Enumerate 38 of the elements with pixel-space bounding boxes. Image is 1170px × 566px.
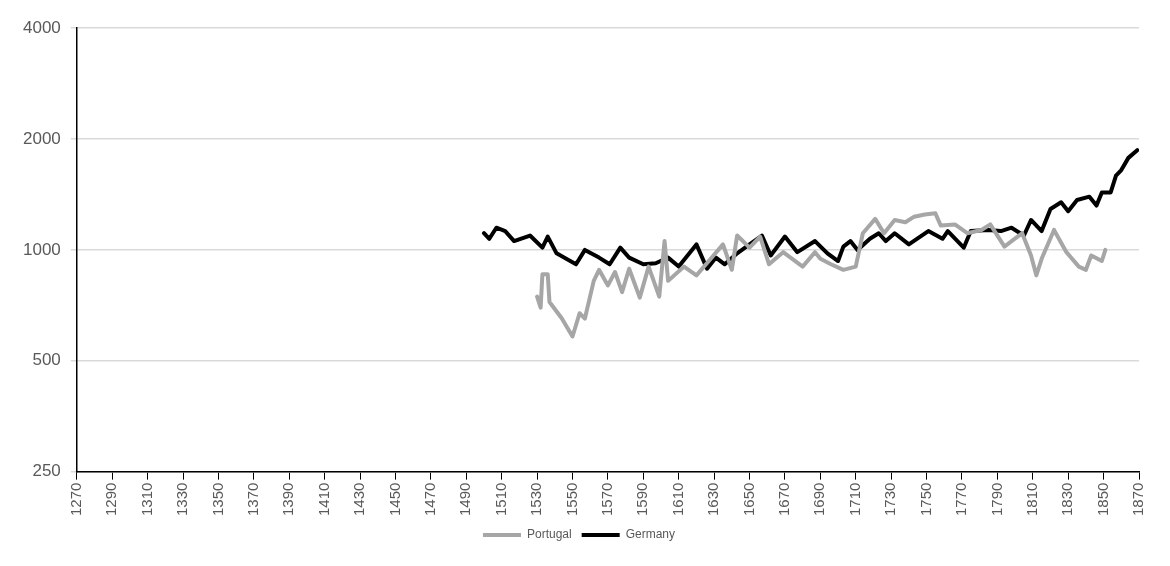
x-tick-label: 1530 xyxy=(527,482,545,517)
legend-label: Germany xyxy=(625,527,676,542)
y-tick-label: 250 xyxy=(32,461,61,481)
x-tick-label: 1670 xyxy=(775,482,793,517)
x-tick-label: 1730 xyxy=(881,482,899,517)
y-tick-label: 4000 xyxy=(22,17,61,37)
x-tick-label: 1870 xyxy=(1129,482,1147,517)
x-tick-label: 1850 xyxy=(1093,482,1111,517)
x-tick-label: 1790 xyxy=(987,482,1005,517)
x-tick-label: 1690 xyxy=(810,482,828,517)
x-tick-label: 1630 xyxy=(704,482,722,517)
x-tick-label: 1830 xyxy=(1058,482,1076,517)
x-tick-label: 1510 xyxy=(491,482,509,517)
x-tick-label: 1450 xyxy=(385,482,403,517)
x-tick-label: 1650 xyxy=(739,482,757,517)
x-tick-label: 1330 xyxy=(173,482,191,517)
x-tick-label: 1270 xyxy=(66,482,84,517)
y-tick-label: 1000 xyxy=(22,239,61,259)
x-tick-label: 1810 xyxy=(1022,482,1040,517)
x-tick-label: 1390 xyxy=(279,482,297,517)
x-tick-label: 1470 xyxy=(421,482,439,517)
y-tick-label: 2000 xyxy=(22,128,61,148)
x-tick-label: 1310 xyxy=(137,482,155,517)
x-tick-label: 1350 xyxy=(208,482,226,517)
x-tick-label: 1770 xyxy=(952,482,970,517)
x-tick-label: 1490 xyxy=(456,482,474,517)
x-tick-label: 1290 xyxy=(102,482,120,517)
x-tick-label: 1710 xyxy=(845,482,863,517)
x-tick-label: 1590 xyxy=(633,482,651,517)
x-tick-label: 1570 xyxy=(598,482,616,517)
x-tick-label: 1430 xyxy=(350,482,368,517)
x-tick-label: 1550 xyxy=(562,482,580,517)
x-tick-label: 1370 xyxy=(243,482,261,517)
legend-label: Portugal xyxy=(526,527,572,542)
x-tick-label: 1610 xyxy=(668,482,686,517)
x-tick-label: 1750 xyxy=(916,482,934,517)
y-tick-label: 500 xyxy=(32,350,61,370)
x-tick-label: 1410 xyxy=(314,482,332,517)
